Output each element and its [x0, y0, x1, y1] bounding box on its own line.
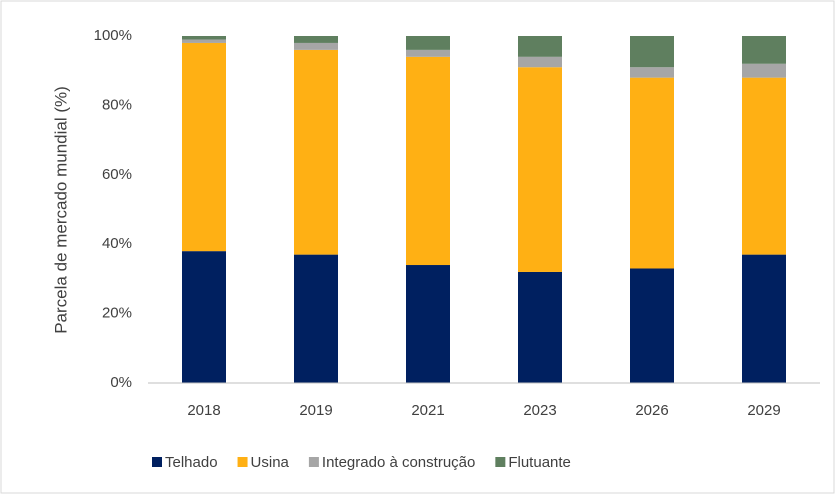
bar-segment [294, 254, 338, 383]
bar-segment [630, 77, 674, 269]
bar-segment [182, 42, 226, 252]
x-tick-label: 2026 [635, 402, 668, 419]
x-tick-label: 2019 [299, 402, 332, 419]
legend-swatch [495, 457, 506, 467]
legend-label: Flutuante [508, 454, 571, 471]
y-tick-label: 40% [102, 235, 132, 252]
y-tick-label: 0% [110, 374, 132, 391]
bar-segment [406, 56, 450, 266]
bar-segment [630, 268, 674, 383]
bar-segment [742, 77, 786, 255]
y-tick-label: 60% [102, 166, 132, 183]
x-tick-label: 2023 [523, 402, 556, 419]
bar-segment [518, 271, 562, 383]
bar-segment [518, 36, 562, 57]
legend-label: Telhado [165, 454, 218, 471]
legend-label: Integrado à construção [322, 454, 475, 471]
legend-label: Usina [251, 454, 290, 471]
y-tick-label: 100% [94, 27, 132, 44]
bar-segment [406, 265, 450, 383]
bar-segment [294, 36, 338, 43]
x-tick-label: 2021 [411, 402, 444, 419]
bar-segment [406, 49, 450, 57]
bar-segment [630, 67, 674, 78]
bar-segment [518, 56, 562, 68]
bar-segment [182, 251, 226, 383]
y-tick-label: 20% [102, 305, 132, 322]
bar-segment [182, 39, 226, 43]
y-tick-label: 80% [102, 96, 132, 113]
bar-segment [742, 36, 786, 64]
bar-segment [630, 36, 674, 68]
bar-segment [742, 254, 786, 383]
legend-swatch [152, 457, 162, 467]
bar-segment [518, 67, 562, 272]
bar-segment [406, 36, 450, 50]
y-axis-title: Parcela de mercado mundial (%) [51, 86, 70, 334]
bar-segment [294, 49, 338, 255]
legend-swatch [237, 457, 248, 467]
bar-segment [182, 36, 226, 40]
bar-segment [742, 63, 786, 78]
legend-swatch [308, 457, 319, 467]
x-tick-label: 2029 [747, 402, 780, 419]
bar-segment [294, 42, 338, 50]
x-tick-label: 2018 [187, 402, 220, 419]
